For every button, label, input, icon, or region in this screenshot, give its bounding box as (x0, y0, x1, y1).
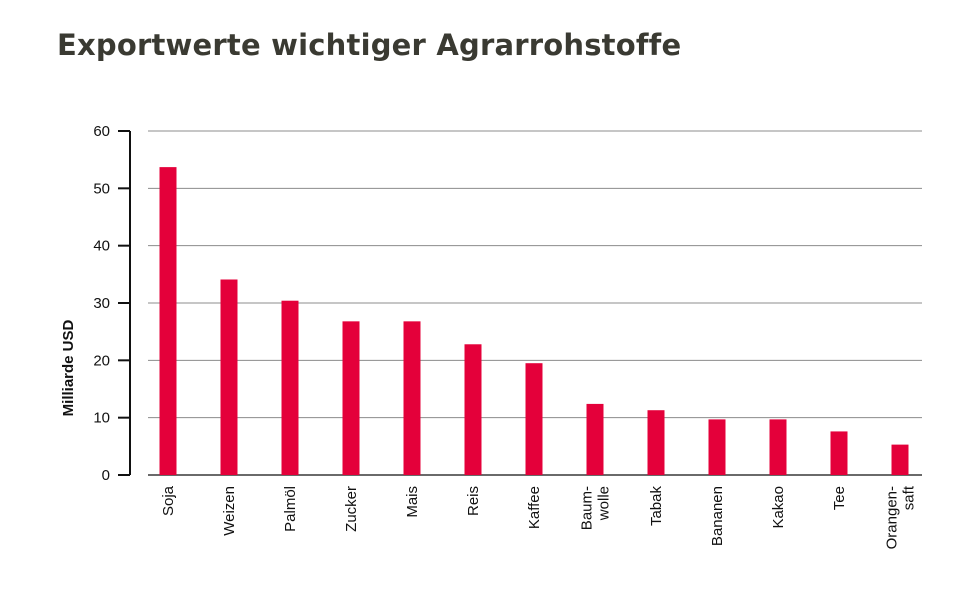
x-category-label-line: saft (901, 485, 918, 510)
x-category-label: Zucker (343, 486, 360, 532)
x-category-label: Kaffee (526, 486, 543, 529)
bar (708, 419, 726, 475)
x-category-label: Palmöl (282, 486, 299, 532)
x-category-label-line: Baum- (579, 486, 596, 530)
x-category-label: Tee (831, 486, 848, 510)
x-category-label-line: Tee (831, 486, 848, 510)
x-category-label-line: Soja (160, 485, 177, 516)
y-tick-label: 0 (102, 467, 110, 484)
y-tick-label: 20 (93, 352, 110, 369)
x-category-label-line: Mais (404, 486, 421, 518)
x-category-label-line: Tabak (648, 486, 665, 527)
x-category-label-line: Bananen (709, 486, 726, 546)
y-tick-label: 10 (93, 410, 110, 427)
bar (830, 431, 848, 475)
x-category-label-line: wolle (596, 486, 613, 521)
x-category-label-line: Orangen- (884, 486, 901, 549)
x-category-label: Soja (160, 485, 177, 516)
x-category-label-line: Kaffee (526, 486, 543, 529)
bar (891, 444, 909, 475)
y-tick-label: 40 (93, 238, 110, 255)
y-axis: 0 10 20 30 40 50 60 (93, 123, 131, 484)
bar (159, 167, 177, 475)
x-category-label-line: Kakao (770, 486, 787, 529)
bar (220, 279, 238, 475)
bar (403, 321, 421, 475)
bar (281, 300, 299, 475)
x-category-label: Baum-wolle (579, 486, 613, 530)
bar (525, 363, 543, 475)
y-tick-label: 60 (93, 123, 110, 140)
x-category-label: Weizen (221, 486, 238, 536)
x-axis-categories: Soja Weizen Palmöl Zucker Mais Reis Kaffee Baum… (160, 485, 918, 549)
y-tick-label: 50 (93, 180, 110, 197)
bar (342, 321, 360, 475)
bars (159, 167, 909, 475)
x-category-label: Bananen (709, 486, 726, 546)
chart-title: Exportwerte wichtiger Agrarrohstoffe (57, 28, 682, 62)
x-category-label-line: Weizen (221, 486, 238, 536)
bar (647, 410, 665, 475)
x-category-label: Orangen-saft (884, 485, 918, 549)
x-category-label: Reis (465, 486, 482, 516)
x-category-label: Mais (404, 486, 421, 518)
x-category-label: Tabak (648, 486, 665, 527)
bar (464, 344, 482, 475)
y-tick-label: 30 (93, 295, 110, 312)
x-category-label-line: Reis (465, 486, 482, 516)
x-category-label-line: Zucker (343, 486, 360, 532)
bar (769, 419, 787, 475)
bar (586, 403, 604, 475)
x-category-label-line: Palmöl (282, 486, 299, 532)
y-axis-label: Milliarde USD (60, 319, 77, 416)
x-category-label: Kakao (770, 486, 787, 529)
